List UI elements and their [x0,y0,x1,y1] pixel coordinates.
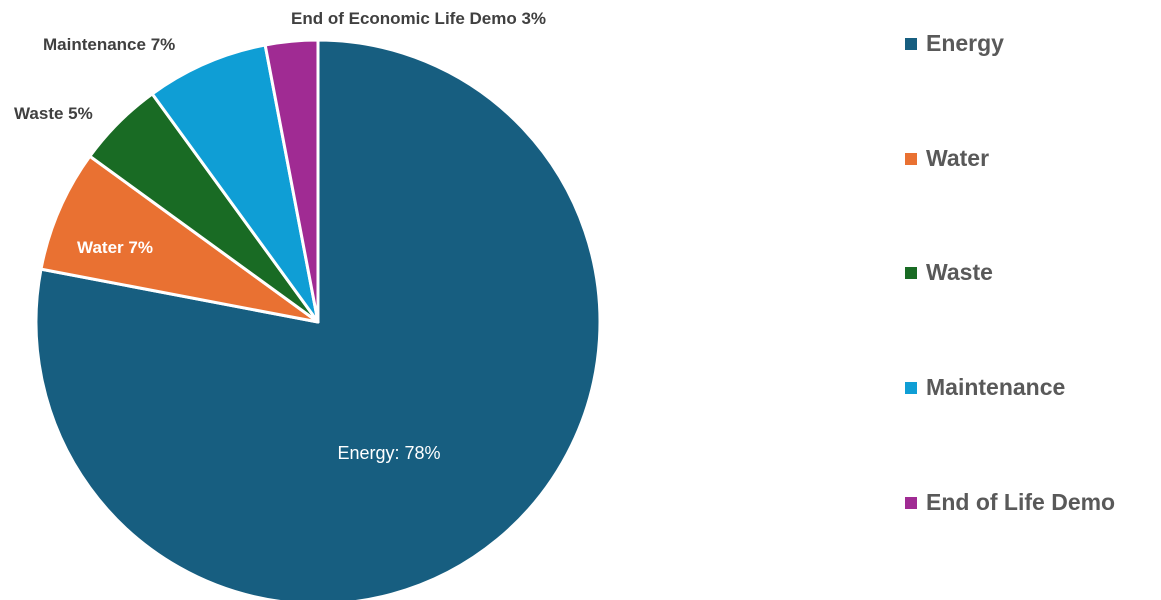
data-label-end-of-life-demo: End of Economic Life Demo 3% [291,9,546,28]
pie-slice-water [39,154,320,324]
pie-slices [34,38,602,600]
pie-slice-energy [34,38,602,600]
data-label-energy: Energy: 78% [337,443,440,463]
pie-data-labels: Energy: 78% Water 7% Waste 5% Maintenance 7… [14,9,546,463]
data-label-maintenance: Maintenance 7% [43,35,175,54]
legend-item-end-of-life-demo: End of Life Demo [905,489,1115,516]
legend-item-energy: Energy [905,30,1004,57]
legend-item-maintenance: Maintenance [905,374,1065,401]
legend-swatch [905,152,917,165]
pie-slice-end-of-life-demo [263,38,320,324]
legend-label: Energy [926,30,1004,56]
legend-swatch [905,37,917,50]
data-label-waste: Waste 5% [14,104,93,123]
pie-slice-maintenance [150,43,320,324]
legend-swatch [905,381,917,394]
legend-item-water: Water [905,145,989,172]
legend-swatch [905,496,917,509]
data-label-water: Water 7% [77,238,153,257]
legend-label: End of Life Demo [926,489,1116,515]
legend-label: Waste [926,259,993,285]
legend-item-waste: Waste [905,259,993,286]
legend-swatch [905,266,917,279]
legend-label: Maintenance [926,374,1066,400]
legend-label: Water [926,145,990,171]
